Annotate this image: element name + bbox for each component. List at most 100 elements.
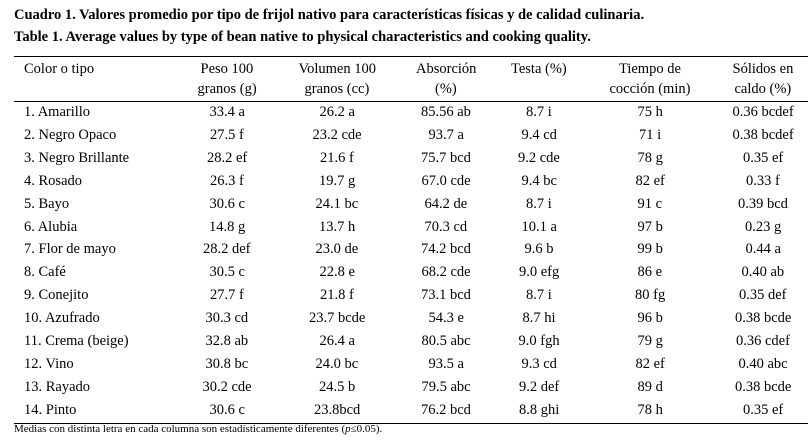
row-label: 9. Conejito — [24, 287, 89, 304]
cell: 21.6 f — [320, 149, 354, 166]
row-label: 4. Rosado — [24, 172, 82, 189]
cell: 8.7 i — [526, 287, 552, 304]
cell: 9.2 def — [519, 378, 560, 395]
cell: 32.8 ab — [205, 333, 249, 349]
cell: 8.7 i — [526, 195, 552, 212]
cell: 70.3 cd — [424, 218, 468, 235]
cell: 64.2 de — [424, 195, 468, 212]
cell: 30.2 cde — [202, 378, 252, 395]
cell: 99 b — [637, 241, 663, 258]
cell: 24.5 b — [319, 378, 356, 395]
row-label: 12. Vino — [24, 355, 74, 372]
cell: 54.3 e — [428, 310, 464, 327]
cell: 23.0 de — [315, 241, 359, 258]
cell: 89 d — [637, 378, 663, 395]
cell: 9.4 cd — [521, 126, 557, 143]
row-label: 2. Negro Opaco — [24, 126, 117, 143]
row-label: 8. Café — [24, 264, 66, 281]
cell: 9.3 cd — [521, 355, 557, 372]
cell: 0.36 bcdef — [732, 104, 794, 120]
cell: 8.7 hi — [522, 310, 556, 327]
cell: 0.35 ef — [743, 149, 784, 166]
header-cell: Color o tipo — [24, 61, 95, 77]
header-cell: cocción (min) — [609, 81, 691, 97]
cell: 28.2 ef — [207, 149, 248, 166]
cell: 10.1 a — [521, 218, 557, 235]
cell: 0.38 bcde — [735, 378, 792, 395]
cell: 8.8 ghi — [519, 401, 560, 418]
cell: 0.35 ef — [743, 401, 784, 418]
cell: 0.38 bcdef — [732, 126, 794, 143]
cell: 0.33 f — [746, 172, 780, 189]
cell: 9.0 efg — [519, 264, 560, 281]
cell: 22.8 e — [319, 264, 355, 281]
row-label: 10. Azufrado — [24, 310, 100, 327]
cell: 30.6 c — [209, 401, 245, 418]
cell: 24.1 bc — [315, 195, 359, 212]
cell: 27.5 f — [210, 126, 244, 143]
cell: 23.7 bcde — [309, 310, 366, 327]
header-cell: Testa (%) — [511, 61, 567, 77]
title: Cuadro 1. Valores promedio por tipo de f… — [14, 7, 645, 23]
row-label: 7. Flor de mayo — [24, 241, 116, 258]
header-cell: granos (g) — [197, 81, 257, 97]
footnote-text: ≤0.05). — [350, 423, 383, 435]
cell: 9.0 fgh — [518, 333, 560, 349]
row-label: 11. Crema (beige) — [24, 333, 129, 349]
cell: 26.2 a — [319, 104, 355, 120]
cell: 91 c — [637, 195, 663, 212]
cell: 9.6 b — [524, 241, 554, 258]
cell: 74.2 bcd — [421, 241, 471, 258]
cell: 23.2 cde — [312, 126, 362, 143]
cell: 86 e — [637, 264, 663, 281]
cell: 28.2 def — [203, 241, 251, 258]
footnote: Medias con distinta letra en cada column… — [14, 423, 382, 435]
cell: 30.8 bc — [205, 355, 249, 372]
footnote-text: Medias con distinta letra en cada column… — [14, 423, 346, 435]
cell: 0.40 abc — [738, 355, 788, 372]
footnote-text: p — [345, 423, 351, 435]
header-cell: Absorción — [416, 61, 477, 77]
cell: 26.4 a — [319, 333, 355, 349]
header-cell: Sólidos en — [732, 61, 794, 77]
row-label: 14. Pinto — [24, 401, 77, 418]
cell: 21.8 f — [320, 287, 354, 304]
title: Table 1. Average values by type of bean … — [14, 29, 591, 45]
cell: 78 g — [637, 149, 663, 166]
cell: 13.7 h — [319, 218, 356, 235]
cell: 27.7 f — [210, 287, 244, 304]
cell: 19.7 g — [319, 172, 356, 189]
row-label: 5. Bayo — [24, 195, 70, 212]
cell: 67.0 cde — [421, 172, 471, 189]
cell: 93.7 a — [428, 126, 464, 143]
cell: 30.6 c — [209, 195, 245, 212]
cell: 75.7 bcd — [421, 149, 471, 166]
cell: 26.3 f — [210, 172, 244, 189]
header-cell: (%) — [435, 81, 457, 97]
cell: 33.4 a — [209, 104, 245, 120]
cell: 68.2 cde — [421, 264, 471, 281]
cell: 82 ef — [635, 172, 665, 189]
cell: 30.5 c — [209, 264, 245, 281]
cell: 80 fg — [635, 287, 666, 304]
cell: 79 g — [637, 333, 663, 349]
cell: 0.40 ab — [741, 264, 785, 281]
cell: 0.35 def — [739, 287, 787, 304]
cell: 0.36 cdef — [736, 333, 790, 349]
cell: 80.5 abc — [421, 333, 471, 349]
cell: 30.3 cd — [205, 310, 249, 327]
header-cell: Peso 100 — [200, 61, 254, 77]
row-label: 1. Amarillo — [24, 104, 91, 120]
cell: 24.0 bc — [315, 355, 359, 372]
row-label: 3. Negro Brillante — [24, 149, 130, 166]
cell: 0.23 g — [745, 218, 782, 235]
cell: 79.5 abc — [421, 378, 471, 395]
header-cell: Tiempo de — [619, 61, 681, 77]
rule — [14, 423, 808, 424]
header-cell: caldo (%) — [734, 81, 792, 97]
rule — [14, 56, 808, 57]
cell: 0.39 bcd — [738, 195, 788, 212]
cell: 9.2 cde — [518, 149, 560, 166]
cell: 9.4 bc — [521, 172, 557, 189]
